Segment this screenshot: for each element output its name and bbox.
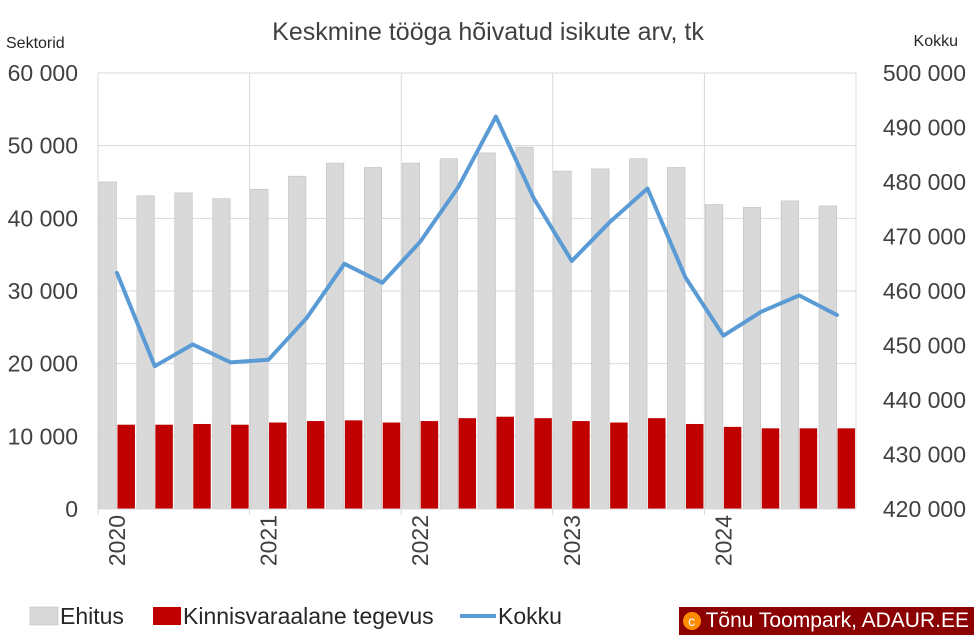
left-tick-label: 0 bbox=[65, 496, 78, 522]
bar-ehitus bbox=[136, 195, 155, 510]
right-tick-label: 500 000 bbox=[883, 60, 966, 86]
bar-kinnisvara bbox=[306, 421, 325, 509]
right-axis-title: Kokku bbox=[914, 33, 958, 50]
bar-kinnisvara bbox=[648, 418, 666, 509]
bar-ehitus bbox=[742, 207, 762, 510]
bar-kinnisvara bbox=[269, 422, 287, 509]
left-tick-label: 40 000 bbox=[8, 205, 78, 231]
bar-kinnisvara bbox=[458, 418, 477, 509]
legend-label-kokku: Kokku bbox=[498, 603, 562, 629]
right-tick-label: 470 000 bbox=[883, 224, 966, 250]
bar-ehitus bbox=[250, 188, 269, 510]
copyright-watermark: c Tõnu Toompark, ADAUR.EE bbox=[678, 607, 974, 635]
legend-label-kinnisvara: Kinnisvaraalane tegevus bbox=[183, 603, 434, 629]
legend-label-ehitus: Ehitus bbox=[60, 603, 124, 629]
bar-ehitus bbox=[98, 181, 117, 510]
bar-kinnisvara bbox=[382, 422, 401, 509]
right-tick-label: 460 000 bbox=[883, 278, 966, 304]
bar-ehitus bbox=[705, 204, 724, 510]
copyright-text: Tõnu Toompark, ADAUR.EE bbox=[705, 609, 969, 632]
bar-ehitus bbox=[780, 200, 799, 510]
legend: Ehitus Kinnisvaraalane tegevus Kokku bbox=[29, 603, 562, 629]
x-tick-label: 2022 bbox=[407, 515, 433, 566]
left-tick-label: 50 000 bbox=[8, 133, 78, 159]
right-tick-label: 480 000 bbox=[883, 169, 966, 195]
chart-title: Keskmine tööga hõivatud isikute arv, tk bbox=[272, 18, 704, 46]
bar-kinnisvara bbox=[117, 424, 135, 509]
right-y-axis: 420 000 430 000 440 000 450 000 460 000 470 0… bbox=[883, 60, 966, 522]
bar-kinnisvara bbox=[572, 421, 590, 509]
bar-ehitus bbox=[363, 167, 383, 510]
bar-ehitus bbox=[591, 168, 610, 510]
bar-ehitus bbox=[326, 162, 345, 510]
bar-kinnisvara bbox=[231, 424, 249, 509]
kokku-line-series bbox=[115, 114, 839, 369]
legend-swatch-kinnisvara bbox=[153, 607, 181, 625]
bars bbox=[98, 146, 856, 510]
bar-kinnisvara bbox=[723, 426, 742, 509]
bar-kinnisvara bbox=[799, 428, 818, 509]
bar-kinnisvara bbox=[534, 418, 552, 509]
bar-ehitus bbox=[515, 146, 534, 510]
bar-kinnisvara bbox=[420, 421, 439, 509]
right-tick-label: 440 000 bbox=[883, 387, 966, 413]
x-axis: 2020 2021 2022 2023 2024 bbox=[98, 508, 856, 566]
bar-ehitus bbox=[818, 205, 837, 510]
bar-kinnisvara bbox=[685, 423, 704, 509]
bar-ehitus bbox=[288, 175, 307, 510]
x-tick-label: 2024 bbox=[710, 515, 736, 566]
bar-ehitus bbox=[629, 158, 648, 510]
kokku-line bbox=[115, 114, 839, 369]
bar-kinnisvara bbox=[761, 428, 780, 509]
bar-kinnisvara bbox=[837, 428, 856, 509]
bar-kinnisvara bbox=[193, 423, 211, 509]
copyright-icon: c bbox=[682, 612, 701, 630]
bar-kinnisvara bbox=[344, 420, 363, 509]
bar-ehitus bbox=[553, 170, 572, 510]
left-y-axis: 0 10 000 20 000 30 000 40 000 50 000 60 000 bbox=[8, 60, 78, 522]
right-tick-label: 490 000 bbox=[883, 115, 966, 141]
bar-ehitus bbox=[401, 162, 420, 510]
gridlines bbox=[97, 72, 857, 515]
bar-kinnisvara bbox=[610, 422, 628, 509]
bar-ehitus bbox=[667, 167, 686, 510]
left-tick-label: 30 000 bbox=[8, 278, 78, 304]
left-axis-title: Sektorid bbox=[6, 35, 65, 52]
right-tick-label: 450 000 bbox=[883, 333, 966, 359]
x-tick-label: 2021 bbox=[256, 515, 282, 566]
bar-kinnisvara bbox=[496, 416, 514, 509]
left-tick-label: 20 000 bbox=[8, 351, 78, 377]
right-tick-label: 420 000 bbox=[883, 496, 966, 522]
legend-swatch-ehitus bbox=[29, 606, 59, 626]
x-tick-label: 2020 bbox=[104, 515, 130, 566]
x-tick-label: 2023 bbox=[559, 515, 585, 566]
bar-ehitus bbox=[477, 152, 496, 510]
bar-kinnisvara bbox=[155, 424, 173, 509]
left-tick-label: 10 000 bbox=[8, 423, 78, 449]
left-tick-label: 60 000 bbox=[8, 60, 78, 86]
right-tick-label: 430 000 bbox=[883, 442, 966, 468]
